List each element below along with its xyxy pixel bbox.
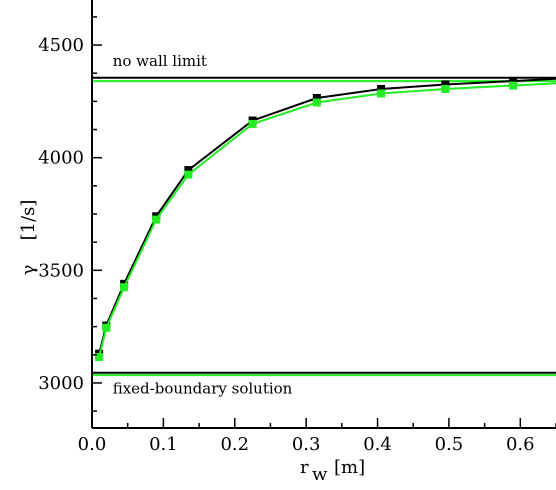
x-tick-label-0: 0.0	[78, 434, 107, 455]
y-tick-label-3: 4500	[38, 35, 84, 56]
x-tick-label-2: 0.2	[220, 434, 249, 455]
annotations: no wall limit fixed-boundary solution	[113, 52, 293, 398]
x-axis-title-subscript: w	[312, 464, 328, 485]
annotation-fixed-boundary: fixed-boundary solution	[113, 380, 293, 398]
x-tick-label-5: 0.5	[435, 434, 464, 455]
data-point-1-2	[120, 283, 129, 292]
data-point-1-7	[377, 89, 386, 98]
y-axis-title: γ	[18, 265, 39, 276]
data-point-1-0	[95, 353, 104, 362]
x-axis-title: r	[300, 457, 309, 478]
reference-lines	[92, 76, 556, 377]
data-point-1-1	[102, 323, 111, 332]
data-point-0-7	[377, 84, 386, 93]
data-point-1-8	[441, 84, 450, 93]
data-point-1-4	[184, 170, 193, 179]
data-point-1-5	[248, 119, 257, 128]
y-axis-title-unit: [1/s]	[18, 200, 39, 241]
x-tick-label-6: 0.6	[506, 434, 535, 455]
ticks: 0.0 0.1 0.2 0.3 0.4 0.5 0.6 3000 3500 4000 4500	[38, 16, 556, 455]
data-point-0-6	[312, 93, 321, 102]
data-point-0-9	[509, 77, 518, 86]
data-point-1-3	[152, 215, 161, 224]
data-point-1-6	[312, 98, 321, 107]
x-axis-title-unit: [m]	[334, 457, 365, 478]
data-point-0-8	[441, 80, 450, 89]
x-tick-label-4: 0.4	[363, 434, 392, 455]
y-tick-label-0: 3000	[38, 373, 84, 394]
data-point-0-4	[184, 166, 193, 175]
data-point-1-9	[509, 81, 518, 90]
y-tick-label-2: 4000	[38, 148, 84, 169]
y-tick-label-1: 3500	[38, 260, 84, 281]
x-tick-label-3: 0.3	[292, 434, 321, 455]
annotation-no-wall: no wall limit	[113, 52, 207, 70]
series-layer	[95, 77, 556, 362]
axis-titles: r w [m] γ [1/s]	[18, 200, 365, 485]
x-tick-label-1: 0.1	[149, 434, 178, 455]
